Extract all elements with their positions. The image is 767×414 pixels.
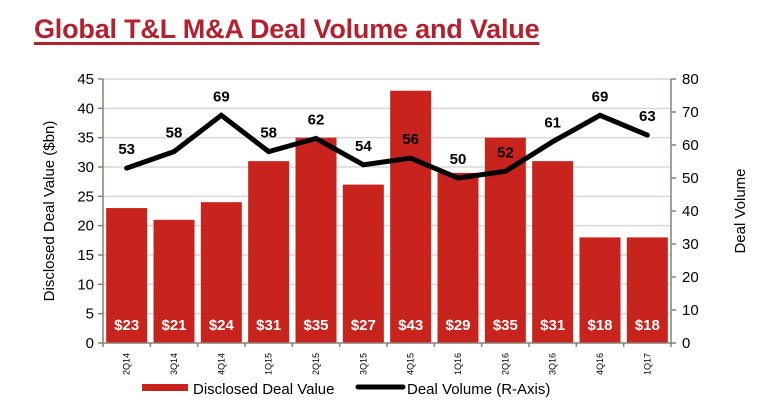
line-value-label: 63 bbox=[639, 108, 656, 125]
legend-label-line: Deal Volume (R-Axis) bbox=[407, 381, 550, 398]
bar-series bbox=[106, 90, 668, 343]
bar-value-label: $35 bbox=[493, 317, 518, 334]
y-tick-label: 0 bbox=[86, 335, 94, 352]
x-tick-label: 2Q15 bbox=[311, 353, 321, 375]
bar-value-label: $27 bbox=[351, 317, 376, 334]
y-tick-label: 10 bbox=[77, 276, 94, 293]
y2-tick-label: 20 bbox=[682, 269, 699, 286]
y-tick-label: 35 bbox=[77, 130, 94, 147]
x-tick-label: 3Q14 bbox=[169, 353, 179, 375]
y-tick-label: 15 bbox=[77, 247, 94, 264]
bar bbox=[532, 161, 574, 343]
bar-value-label: $18 bbox=[587, 317, 612, 334]
bar-value-label: $18 bbox=[635, 317, 660, 334]
bar bbox=[200, 202, 242, 343]
gridlines bbox=[103, 78, 671, 315]
y2-tick-label: 30 bbox=[682, 236, 699, 253]
x-tick-label: 3Q15 bbox=[358, 353, 368, 375]
axes: 0 5 10 15 20 25 30 35 40 45 0 10 20 30 40 50 60 70 80 2Q14 3… bbox=[77, 71, 698, 375]
y-tick-label: 25 bbox=[77, 188, 94, 205]
y2-tick-label: 70 bbox=[682, 104, 699, 121]
x-tick-label: 1Q16 bbox=[453, 353, 463, 375]
bar bbox=[295, 137, 337, 343]
bar bbox=[248, 161, 290, 343]
line-value-label: 62 bbox=[308, 111, 325, 128]
x-tick-label: 1Q15 bbox=[264, 353, 274, 375]
y2-tick-label: 40 bbox=[682, 203, 699, 220]
x-tick-label: 2Q14 bbox=[122, 353, 132, 375]
x-tick-label: 2Q16 bbox=[500, 353, 510, 375]
y2-tick-label: 80 bbox=[682, 71, 699, 88]
bar bbox=[437, 172, 479, 343]
line-value-label: 53 bbox=[118, 141, 135, 158]
bar bbox=[579, 237, 621, 343]
deal-volume-line bbox=[124, 112, 650, 181]
y-tick-label: 20 bbox=[77, 218, 94, 235]
line-value-label: 58 bbox=[166, 125, 183, 142]
line-value-label: 56 bbox=[402, 131, 419, 148]
y2-tick-label: 60 bbox=[682, 137, 699, 154]
data-labels: $23 $21 $24 $31 $35 $27 $43 $29 $35 $31 $18 $18 53 58… bbox=[114, 88, 660, 334]
bar bbox=[106, 208, 148, 343]
y2-tick-label: 50 bbox=[682, 170, 699, 187]
bar-value-label: $23 bbox=[114, 317, 139, 334]
bar-value-label: $29 bbox=[445, 317, 470, 334]
y2-tick-label: 0 bbox=[682, 335, 690, 352]
bar bbox=[342, 184, 384, 343]
x-tick-label: 4Q16 bbox=[595, 353, 605, 375]
y-tick-label: 45 bbox=[77, 71, 94, 88]
y-axis-title: Disclosed Deal Value ($bn) bbox=[41, 121, 58, 302]
line-value-label: 58 bbox=[260, 125, 277, 142]
line-value-label: 54 bbox=[355, 138, 372, 155]
bar-value-label: $24 bbox=[209, 317, 235, 334]
y-tick-label: 5 bbox=[86, 306, 94, 323]
x-tick-label: 3Q16 bbox=[548, 353, 558, 375]
bar bbox=[626, 237, 668, 343]
line-value-label: 61 bbox=[544, 115, 561, 132]
line-value-label: 69 bbox=[592, 88, 609, 105]
y2-tick-label: 10 bbox=[682, 302, 699, 319]
line-value-label: 50 bbox=[450, 151, 467, 168]
line-series bbox=[124, 112, 650, 181]
y-tick-label: 30 bbox=[77, 159, 94, 176]
legend-label-bar: Disclosed Deal Value bbox=[193, 381, 334, 398]
bar-value-label: $31 bbox=[256, 317, 281, 334]
x-tick-label: 1Q17 bbox=[642, 353, 652, 375]
bar-value-label: $35 bbox=[303, 317, 328, 334]
legend: Disclosed Deal Value Deal Volume (R-Axis… bbox=[142, 381, 550, 398]
line-value-label: 52 bbox=[497, 144, 514, 161]
chart-title: Global T&L M&A Deal Volume and Value bbox=[34, 14, 540, 44]
x-tick-label: 4Q15 bbox=[406, 353, 416, 375]
line-value-label: 69 bbox=[213, 88, 230, 105]
legend-swatch-bar bbox=[142, 384, 188, 391]
bar bbox=[390, 90, 432, 343]
bar-value-label: $31 bbox=[540, 317, 565, 334]
bar bbox=[153, 219, 195, 343]
bar-value-label: $43 bbox=[398, 317, 423, 334]
y2-axis-title: Deal Volume bbox=[732, 168, 749, 253]
y-tick-label: 40 bbox=[77, 100, 94, 117]
x-tick-label: 4Q14 bbox=[216, 353, 226, 375]
bar-value-label: $21 bbox=[161, 317, 186, 334]
